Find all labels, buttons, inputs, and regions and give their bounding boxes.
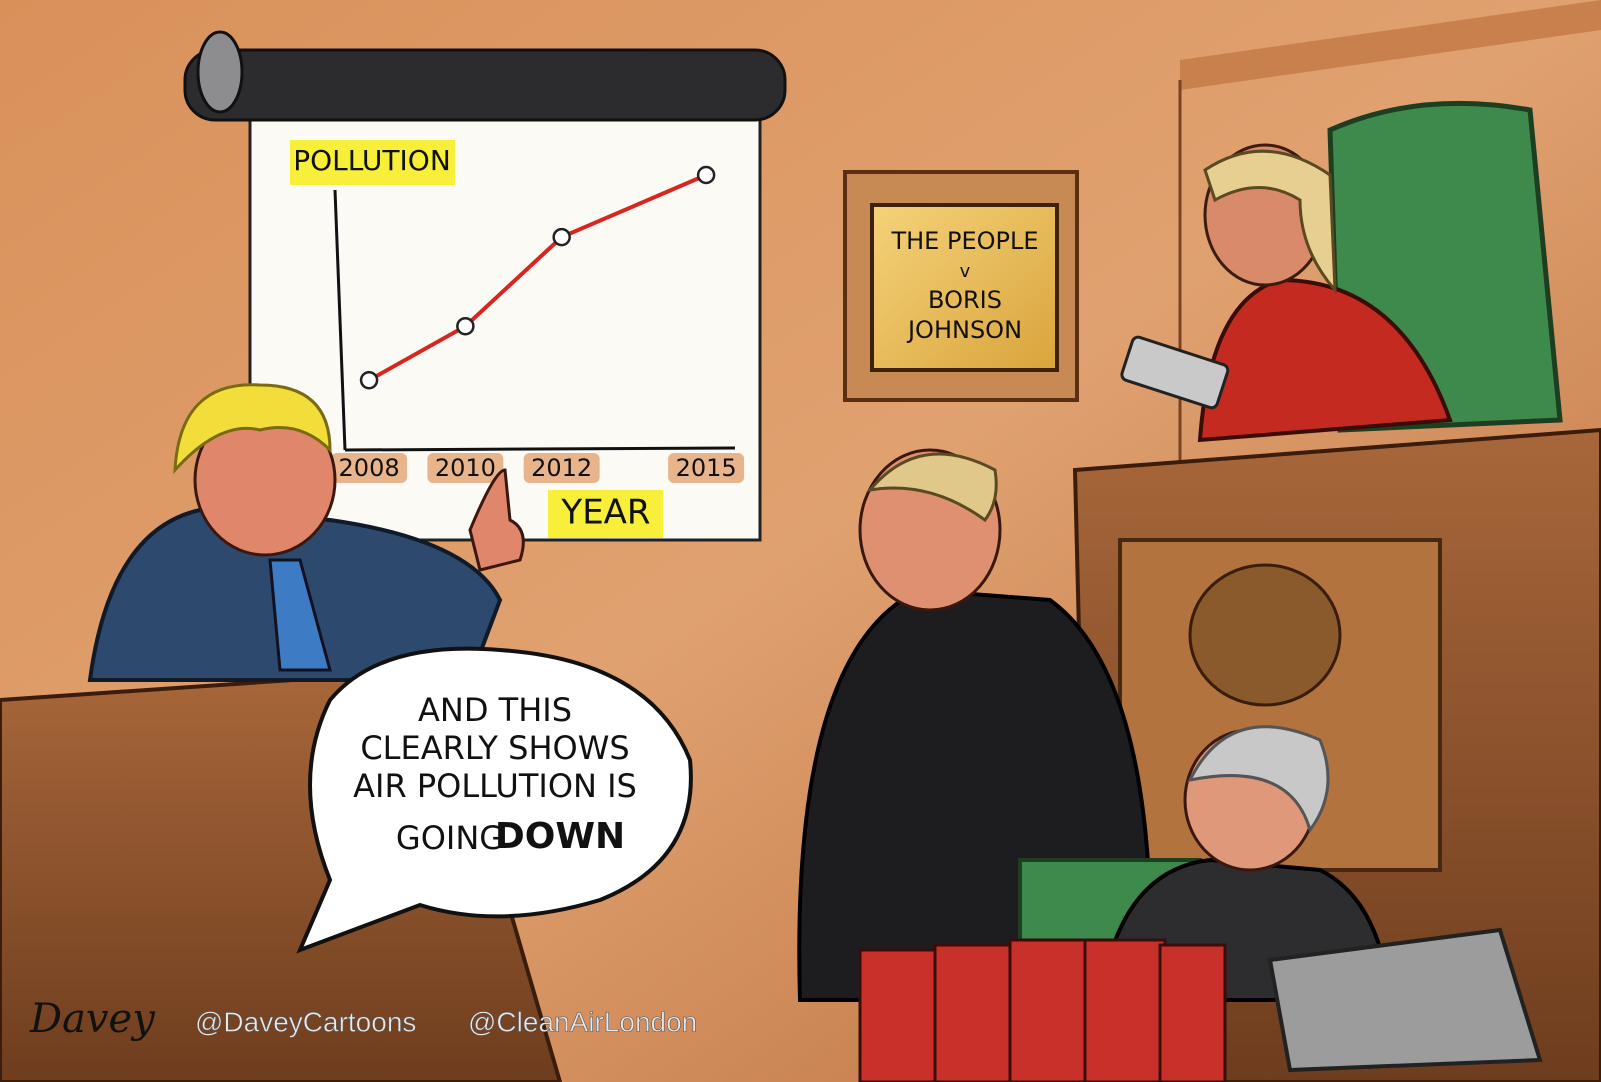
x-tick-label: 2015 [676,454,737,482]
speech-line: GOING [396,819,504,857]
sign-line: THE PEOPLE [890,227,1038,255]
x-tick-label: 2010 [435,454,496,482]
credit: @DaveyCartoons [195,1006,416,1037]
data-point [554,229,570,245]
signature: Davey [29,996,156,1042]
scroll-cap [198,32,242,112]
data-point [698,167,714,183]
speech-line: AIR POLLUTION IS [353,767,637,805]
speech-line: CLEARLY SHOWS [360,729,629,767]
x-tick-label: 2012 [531,454,592,482]
scroll-roller [185,50,785,120]
sign-line: BORIS [928,286,1002,314]
cartoon: POLLUTION YEAR 2008 2010 2012 2015 THE PEOP… [0,0,1601,1082]
speech-line: AND THIS [418,691,572,729]
speech-emphasis: DOWN [495,816,625,857]
data-point [457,318,473,334]
sign-line: JOHNSON [906,316,1022,344]
credit: @CleanAirLondon [468,1006,697,1037]
folders [860,940,1225,1082]
x-axis [345,448,735,450]
x-axis-label: YEAR [560,493,650,533]
royal-crest [1190,565,1340,705]
data-point [361,372,377,388]
y-axis-label: POLLUTION [293,144,451,177]
x-tick-label: 2008 [339,454,400,482]
page: POLLUTION YEAR 2008 2010 2012 2015 THE PEOP… [0,0,1601,1082]
sign-line: v [960,261,971,282]
